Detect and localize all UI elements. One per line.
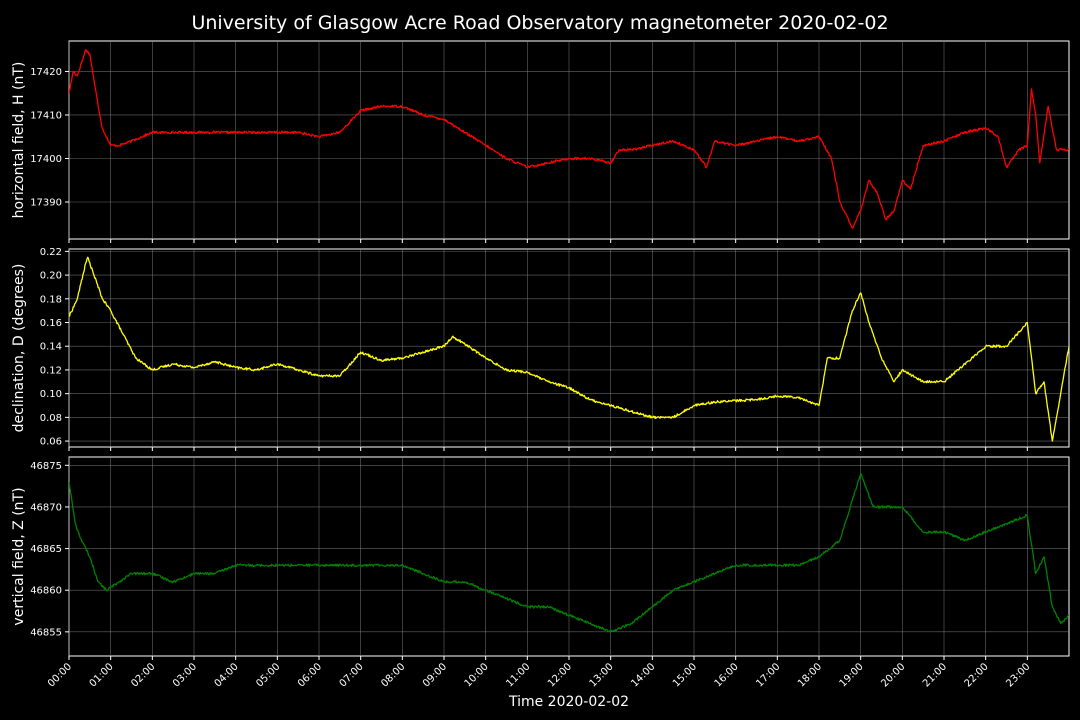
y-tick-label: 17410: [30, 110, 62, 121]
x-tick-label: 19:00: [838, 661, 866, 689]
x-tick-label: 10:00: [463, 661, 491, 689]
y-tick-label: 46860: [30, 586, 62, 597]
x-tick-label: 08:00: [379, 661, 407, 689]
x-tick-label: 06:00: [296, 661, 324, 689]
y-tick-label: 0.20: [40, 271, 62, 282]
y-axis-label: vertical field, Z (nT): [11, 487, 27, 625]
x-tick-label: 03:00: [171, 661, 199, 689]
x-tick-label: 07:00: [338, 661, 366, 689]
y-tick-label: 46855: [30, 627, 62, 638]
y-tick-label: 17420: [30, 67, 62, 78]
x-tick-label: 23:00: [1004, 661, 1032, 689]
chart-title: University of Glasgow Acre Road Observat…: [191, 12, 888, 34]
series-line: [69, 473, 1069, 633]
y-tick-label: 17400: [30, 154, 62, 165]
x-axis-ticks: 00:00 01:00 02:00 03:00 04:00 05:00 06:00 07:00…: [46, 661, 1032, 689]
y-tick-label: 46865: [30, 544, 62, 555]
y-axis-label: horizontal field, H (nT): [11, 62, 27, 219]
x-tick-label: 13:00: [588, 661, 616, 689]
x-tick-label: 17:00: [754, 661, 782, 689]
y-tick-label: 0.22: [40, 247, 62, 258]
x-tick-label: 22:00: [963, 661, 991, 689]
series-line: [69, 256, 1069, 442]
x-tick-label: 16:00: [713, 661, 741, 689]
y-tick-label: 0.10: [40, 389, 62, 400]
y-tick-label: 0.12: [40, 365, 62, 376]
x-tick-label: 11:00: [504, 661, 532, 689]
y-tick-label: 0.16: [40, 318, 62, 329]
y-tick-label: 0.18: [40, 294, 62, 305]
y-tick-label: 46870: [30, 502, 62, 513]
series-line: [69, 49, 1069, 229]
panel-3: 46855 46860 46865 46870 46875 vertical field,…: [11, 456, 1070, 660]
y-tick-label: 0.08: [40, 413, 62, 424]
x-tick-label: 20:00: [879, 661, 907, 689]
x-tick-label: 02:00: [129, 661, 157, 689]
x-tick-label: 18:00: [796, 661, 824, 689]
y-tick-label: 17390: [30, 198, 62, 209]
x-tick-label: 21:00: [921, 661, 949, 689]
panel-2: 0.06 0.08 0.10 0.12 0.14 0.16 0.18 0.20 0.22 decl…: [11, 247, 1070, 451]
x-tick-label: 05:00: [254, 661, 282, 689]
y-tick-label: 46875: [30, 461, 62, 472]
x-tick-label: 15:00: [671, 661, 699, 689]
y-tick-label: 0.14: [40, 342, 62, 353]
y-axis-label: declination, D (degrees): [11, 264, 27, 433]
x-tick-label: 14:00: [629, 661, 657, 689]
x-tick-label: 00:00: [46, 661, 74, 689]
x-axis-label: Time 2020-02-02: [508, 694, 629, 710]
x-tick-label: 04:00: [213, 661, 241, 689]
x-tick-label: 12:00: [546, 661, 574, 689]
x-tick-label: 09:00: [421, 661, 449, 689]
y-tick-label: 0.06: [40, 437, 62, 448]
x-tick-label: 01:00: [88, 661, 116, 689]
